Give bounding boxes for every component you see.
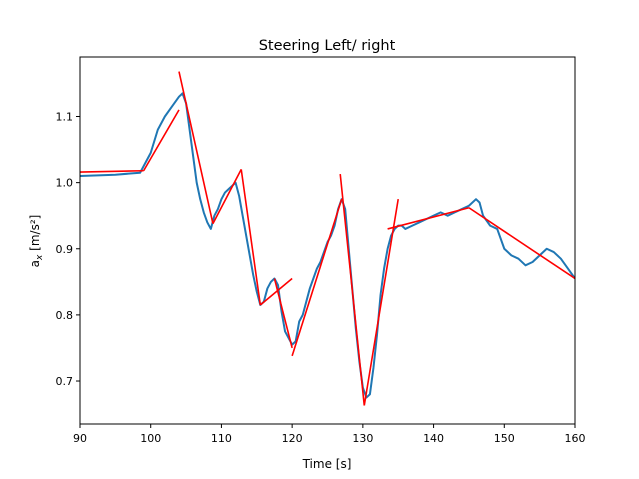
x-tick-label: 120 [282,432,303,445]
series-layer [80,71,575,406]
x-axis-label: Time [s] [302,457,352,471]
y-axis-label-main: a [28,260,42,267]
y-tick-label: 0.9 [56,243,74,256]
y-tick-label: 0.8 [56,309,74,322]
y-axis-label: ax [m/s²] [28,215,45,268]
chart-title: Steering Left/ right [259,38,396,54]
x-axis: 90 100 110 120 130 140 150 160 [73,424,586,445]
fit-segment-7 [273,278,293,349]
y-axis-label-sub: x [35,254,45,261]
y-axis: 0.7 0.8 0.9 1.0 1.1 [56,111,80,388]
fit-segment-5 [240,169,262,306]
y-axis-label-unit: [m/s²] [28,215,42,255]
x-tick-label: 90 [73,432,87,445]
fit-segment-11 [387,206,470,230]
y-tick-label: 1.0 [56,177,74,190]
x-tick-label: 110 [211,432,232,445]
fit-segment-12 [468,207,575,280]
fit-segment-8 [291,198,343,357]
plot-area-frame [79,56,576,425]
x-tick-label: 140 [423,432,444,445]
fit-segment-2 [142,109,180,172]
fit-segment-10 [363,199,399,406]
fit-segment-1 [80,169,144,173]
x-tick-label: 100 [140,432,161,445]
x-tick-label: 150 [494,432,515,445]
fit-segment-9 [339,173,366,406]
y-tick-label: 0.7 [56,375,74,388]
x-tick-label: 160 [565,432,586,445]
fit-segment-3 [178,71,214,224]
measured-series-line [80,92,575,399]
y-tick-label: 1.1 [56,111,74,124]
x-tick-label: 130 [352,432,373,445]
fit-segment-4 [212,169,242,225]
fit-segment-6 [259,277,293,306]
